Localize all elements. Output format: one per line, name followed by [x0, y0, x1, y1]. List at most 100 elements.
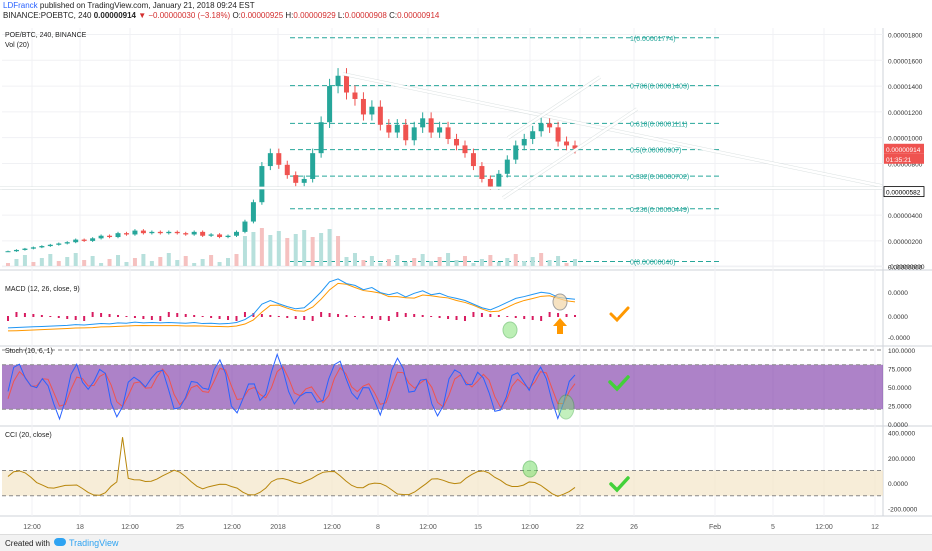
time-tick-label: 12:00 [323, 524, 341, 531]
fib-level-label: 0.786(0.00001403) [630, 84, 689, 91]
macd-histogram-bar [133, 316, 136, 318]
candle [149, 231, 155, 234]
volume-bar [547, 260, 552, 266]
candle [115, 233, 121, 238]
macd-histogram-bar [150, 316, 153, 320]
macd-histogram-bar [201, 316, 204, 317]
volume-bar [454, 260, 459, 266]
macd-histogram-bar [362, 316, 365, 318]
green-check-icon-2 [609, 476, 630, 493]
macd-histogram-bar [523, 316, 526, 319]
volume-bar [378, 263, 383, 266]
candle [157, 231, 163, 234]
candle [344, 75, 350, 93]
price-tick-label: 0.00000200 [888, 239, 923, 246]
countdown-tag: 01:35:21 [886, 157, 912, 164]
volume-bar [99, 263, 104, 266]
volume-bar [175, 260, 180, 266]
macd-histogram-bar [23, 313, 26, 317]
macd-histogram-bar [15, 312, 18, 317]
author-link[interactable]: LDFranck [3, 1, 38, 10]
candle [166, 231, 172, 234]
macd-histogram-bar [447, 316, 450, 319]
candle [140, 230, 146, 234]
volume-bar [327, 229, 332, 266]
volume-bar [462, 256, 467, 266]
macd-top-circle [552, 293, 568, 311]
stoch-tick-label: 0.0000 [888, 422, 908, 429]
volume-bar [183, 256, 188, 266]
macd-bottom-circle [502, 321, 518, 339]
macd-histogram-bar [66, 316, 69, 319]
candle [90, 238, 96, 241]
candle [403, 124, 409, 141]
volume-bar [479, 259, 484, 266]
macd-histogram-bar [193, 315, 196, 317]
volume-bar [251, 232, 256, 266]
volume-bar [310, 237, 315, 266]
volume-bar [319, 233, 324, 266]
candle [276, 153, 282, 165]
cci-line [7, 437, 576, 497]
macd-histogram-bar [57, 316, 60, 318]
cci-tick-label: 400.0000 [888, 431, 915, 438]
candle [293, 175, 299, 183]
volume-bar [395, 255, 400, 266]
chart-canvas[interactable]: 12:00 18 12:00 25 12:00 2018 12:00 8 12:00 15 12:0… [0, 24, 932, 534]
volume-label: Vol (20) [5, 42, 29, 49]
volume-bar [6, 263, 10, 266]
tradingview-brand[interactable]: TradingView [69, 538, 119, 548]
candle [242, 221, 248, 232]
macd-histogram-bar [506, 316, 509, 317]
volume-bar [344, 257, 349, 266]
macd-histogram-bar [438, 316, 441, 318]
green-check-icon [608, 375, 630, 392]
volume-bar [268, 235, 273, 266]
created-with-text: Created with [5, 539, 50, 548]
macd-histogram-bar [32, 314, 35, 317]
candle [496, 173, 502, 187]
macd-histogram-bar [49, 316, 52, 317]
macd-histogram-bar [548, 312, 551, 317]
candle [530, 131, 536, 139]
macd-histogram-bar [286, 316, 289, 318]
candle [360, 98, 366, 115]
price-tick-label: 0.00001000 [888, 136, 923, 143]
macd-signal-line [7, 282, 576, 332]
price-tick-label: 0.00000800 [888, 161, 923, 168]
candle [250, 202, 256, 222]
volume-bar [234, 254, 239, 266]
macd-histogram-bar [7, 316, 9, 321]
macd-histogram-bar [557, 313, 560, 317]
macd-title: MACD (12, 26, close, 9) [5, 286, 80, 293]
volume-bar [429, 261, 434, 266]
macd-line [7, 278, 576, 329]
macd-histogram-bar [159, 316, 162, 321]
macd-histogram-bar [387, 316, 390, 321]
candle [267, 153, 273, 167]
macd-histogram-bar [472, 312, 475, 317]
candle [394, 124, 400, 133]
candle [454, 138, 460, 146]
time-tick-label: 12:00 [121, 524, 139, 531]
candle [208, 234, 214, 236]
volume-bar [90, 256, 95, 266]
time-tick-label: 12:00 [521, 524, 539, 531]
candle [132, 230, 138, 235]
macd-histogram-bar [83, 316, 86, 321]
volume-bar [369, 256, 374, 266]
volume-bar [573, 259, 577, 266]
time-tick-label: 8 [376, 524, 380, 531]
fib-level-label: 0.5(0.00000907) [630, 148, 681, 155]
candle [284, 164, 290, 176]
volume-bar [522, 261, 527, 266]
candle [411, 127, 417, 141]
macd-histogram-bar [277, 316, 280, 317]
volume-bar [149, 261, 154, 266]
cci-cross-circle [522, 460, 538, 478]
publish-info: LDFranck published on TradingView.com, J… [3, 1, 255, 11]
macd-histogram-bar [294, 316, 297, 319]
descending-trendline [342, 72, 883, 188]
macd-histogram-bar [176, 313, 179, 317]
time-tick-label: 22 [576, 524, 584, 531]
